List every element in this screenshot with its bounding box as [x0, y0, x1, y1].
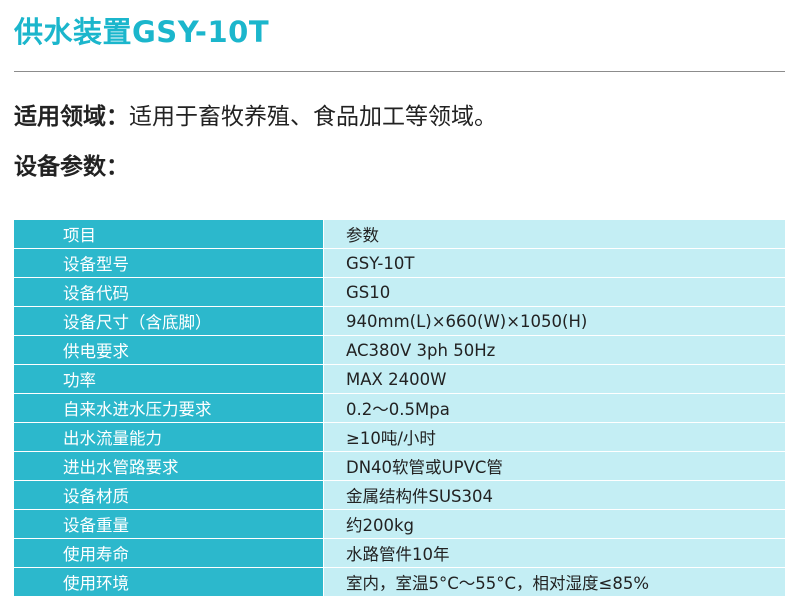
table-row: 使用环境 室内，室温5°C～55°C，相对湿度≤85% [14, 568, 785, 597]
header-value-cell: 参数 [324, 220, 785, 249]
row-value-cell: 金属结构件SUS304 [324, 481, 785, 510]
row-value-cell: DN40软管或UPVC管 [324, 452, 785, 481]
row-name-cell: 功率 [14, 365, 324, 394]
application-field: 适用领域：适用于畜牧养殖、食品加工等领域。 [14, 100, 497, 134]
table-row: 设备代码 GS10 [14, 278, 785, 307]
table-row: 进出水管路要求 DN40软管或UPVC管 [14, 452, 785, 481]
row-name-cell: 进出水管路要求 [14, 452, 324, 481]
page-title: 供水装置GSY-10T [14, 15, 270, 49]
row-name-cell: 使用寿命 [14, 539, 324, 568]
table-row: 设备材质 金属结构件SUS304 [14, 481, 785, 510]
table-row: 设备尺寸（含底脚） 940mm(L)×660(W)×1050(H) [14, 307, 785, 336]
table-row: 出水流量能力 ≥10吨/小时 [14, 423, 785, 452]
row-name-cell: 设备材质 [14, 481, 324, 510]
row-name-cell: 出水流量能力 [14, 423, 324, 452]
table-row: 使用寿命 水路管件10年 [14, 539, 785, 568]
row-name-cell: 使用环境 [14, 568, 324, 597]
row-value-cell: GSY-10T [324, 249, 785, 278]
row-name-cell: 设备尺寸（含底脚） [14, 307, 324, 336]
row-name-cell: 设备型号 [14, 249, 324, 278]
row-name-cell: 自来水进水压力要求 [14, 394, 324, 423]
header-name-cell: 项目 [14, 220, 324, 249]
row-name-cell: 设备重量 [14, 510, 324, 539]
table-row: 设备型号 GSY-10T [14, 249, 785, 278]
params-heading: 设备参数： [14, 154, 129, 180]
row-value-cell: 水路管件10年 [324, 539, 785, 568]
row-value-cell: 0.2～0.5Mpa [324, 394, 785, 423]
row-value-cell: 940mm(L)×660(W)×1050(H) [324, 307, 785, 336]
table-row: 自来水进水压力要求 0.2～0.5Mpa [14, 394, 785, 423]
table-header-row: 项目 参数 [14, 220, 785, 249]
row-name-cell: 供电要求 [14, 336, 324, 365]
table-row: 设备重量 约200kg [14, 510, 785, 539]
spec-table: 项目 参数 设备型号 GSY-10T 设备代码 GS10 设备尺寸（含底脚） 940mm(… [14, 220, 785, 597]
row-value-cell: 室内，室温5°C～55°C，相对湿度≤85% [324, 568, 785, 597]
row-value-cell: MAX 2400W [324, 365, 785, 394]
row-value-cell: AC380V 3ph 50Hz [324, 336, 785, 365]
row-value-cell: ≥10吨/小时 [324, 423, 785, 452]
application-value: 适用于畜牧养殖、食品加工等领域。 [129, 104, 497, 130]
row-value-cell: 约200kg [324, 510, 785, 539]
table-row: 功率 MAX 2400W [14, 365, 785, 394]
application-label: 适用领域： [14, 104, 129, 130]
table-row: 供电要求 AC380V 3ph 50Hz [14, 336, 785, 365]
title-divider [14, 71, 785, 72]
row-name-cell: 设备代码 [14, 278, 324, 307]
row-value-cell: GS10 [324, 278, 785, 307]
